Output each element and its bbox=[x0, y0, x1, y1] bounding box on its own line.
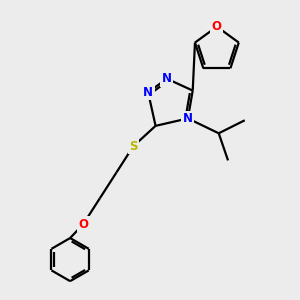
Text: N: N bbox=[162, 72, 172, 85]
Text: O: O bbox=[78, 218, 88, 231]
Text: O: O bbox=[212, 20, 222, 33]
Text: S: S bbox=[129, 140, 137, 153]
Text: N: N bbox=[143, 86, 153, 99]
Text: N: N bbox=[183, 112, 193, 125]
